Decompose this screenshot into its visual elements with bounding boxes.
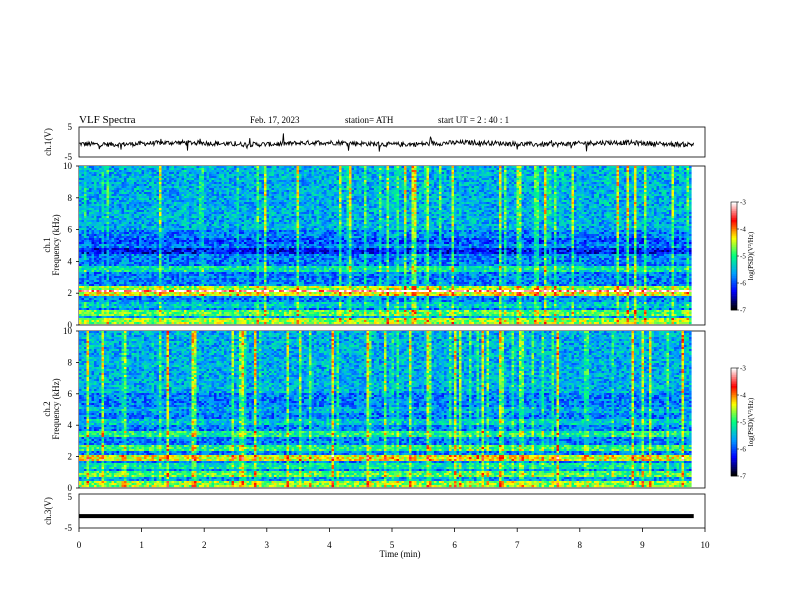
time-tick-label-1: 1 bbox=[139, 540, 144, 550]
ch3-ytick-top: 5 bbox=[68, 492, 73, 502]
time-axis: 0 1 2 3 4 5 6 7 8 9 10 bbox=[77, 528, 710, 550]
spec2-ytick-4: 4 bbox=[68, 420, 73, 430]
ch1-waveform-panel: 5 -5 ch.1(V) bbox=[43, 122, 705, 162]
date-label: Feb. 17, 2023 bbox=[250, 115, 300, 125]
time-tick-label-6: 6 bbox=[452, 540, 457, 550]
time-tick-label-9: 9 bbox=[640, 540, 645, 550]
cbar2-tick-label: -4 bbox=[740, 392, 746, 400]
cbar1-tick-label: -6 bbox=[740, 280, 746, 288]
time-tick-label-2: 2 bbox=[202, 540, 207, 550]
time-tick-label-3: 3 bbox=[265, 540, 270, 550]
time-axis-label: Time (min) bbox=[380, 549, 421, 559]
ch1-spectrogram-image bbox=[79, 166, 692, 324]
spec1-ytick-10: 10 bbox=[63, 161, 73, 171]
spec2-ytick-8: 8 bbox=[68, 357, 73, 367]
ch1-colorbar: -3 -4 -5 -6 -7 log(PSD)(V²/Hz) bbox=[731, 199, 755, 315]
ch3-waveform-frame bbox=[79, 494, 705, 528]
time-tick-label-4: 4 bbox=[327, 540, 332, 550]
ch1-waveform-ylabel: ch.1(V) bbox=[43, 128, 53, 156]
vlf-spectra-figure: VLF Spectra Feb. 17, 2023 station= ATH s… bbox=[0, 0, 792, 612]
cbar2-tick-label: -5 bbox=[740, 419, 746, 427]
cbar1-tick-label: -3 bbox=[740, 199, 746, 207]
ch2-spectrogram-image bbox=[79, 331, 692, 487]
cbar2-tick-label: -6 bbox=[740, 446, 746, 454]
ch3-ytick-bottom: -5 bbox=[65, 523, 73, 533]
spec1-ytick-2: 2 bbox=[68, 288, 73, 298]
time-tick-label-7: 7 bbox=[515, 540, 520, 550]
cbar1-label: log(PSD)(V²/Hz) bbox=[747, 231, 755, 280]
spec1-ytick-8: 8 bbox=[68, 193, 73, 203]
cbar2-tick-label: -7 bbox=[740, 473, 746, 481]
time-tick-label-10: 10 bbox=[701, 540, 711, 550]
figure-title: VLF Spectra bbox=[79, 114, 136, 126]
spec2-ytick-6: 6 bbox=[68, 389, 73, 399]
cbar2-tick-label: -3 bbox=[740, 365, 746, 373]
ch3-waveform-panel: 5 -5 ch.3(V) bbox=[43, 492, 705, 533]
cbar1-tick-label: -4 bbox=[740, 226, 746, 234]
cbar1-tick-label: -7 bbox=[740, 307, 746, 315]
spec1-ytick-4: 4 bbox=[68, 256, 73, 266]
time-tick-label-8: 8 bbox=[578, 540, 583, 550]
spec2-ytick-10: 10 bbox=[63, 326, 73, 336]
ch2-colorbar: -3 -4 -5 -6 -7 log(PSD)(V²/Hz) bbox=[731, 365, 755, 481]
ch1-spectrogram-ylabel-freq: Frequency (kHz) bbox=[51, 214, 61, 275]
spec1-ytick-6: 6 bbox=[68, 225, 73, 235]
ch2-spectrogram-ylabel-freq: Frequency (kHz) bbox=[51, 378, 61, 439]
cbar1-tick-label: -5 bbox=[740, 253, 746, 261]
ch3-waveform-trace bbox=[79, 514, 694, 518]
station-label: station= ATH bbox=[345, 115, 394, 125]
start-ut-label: start UT = 2 : 40 : 1 bbox=[438, 115, 509, 125]
time-tick-label-0: 0 bbox=[77, 540, 82, 550]
cbar2-label: log(PSD)(V²/Hz) bbox=[747, 397, 755, 446]
ch1-ytick-top: 5 bbox=[68, 122, 73, 132]
ch3-waveform-ylabel: ch.3(V) bbox=[43, 497, 53, 525]
spec2-ytick-2: 2 bbox=[68, 452, 73, 462]
